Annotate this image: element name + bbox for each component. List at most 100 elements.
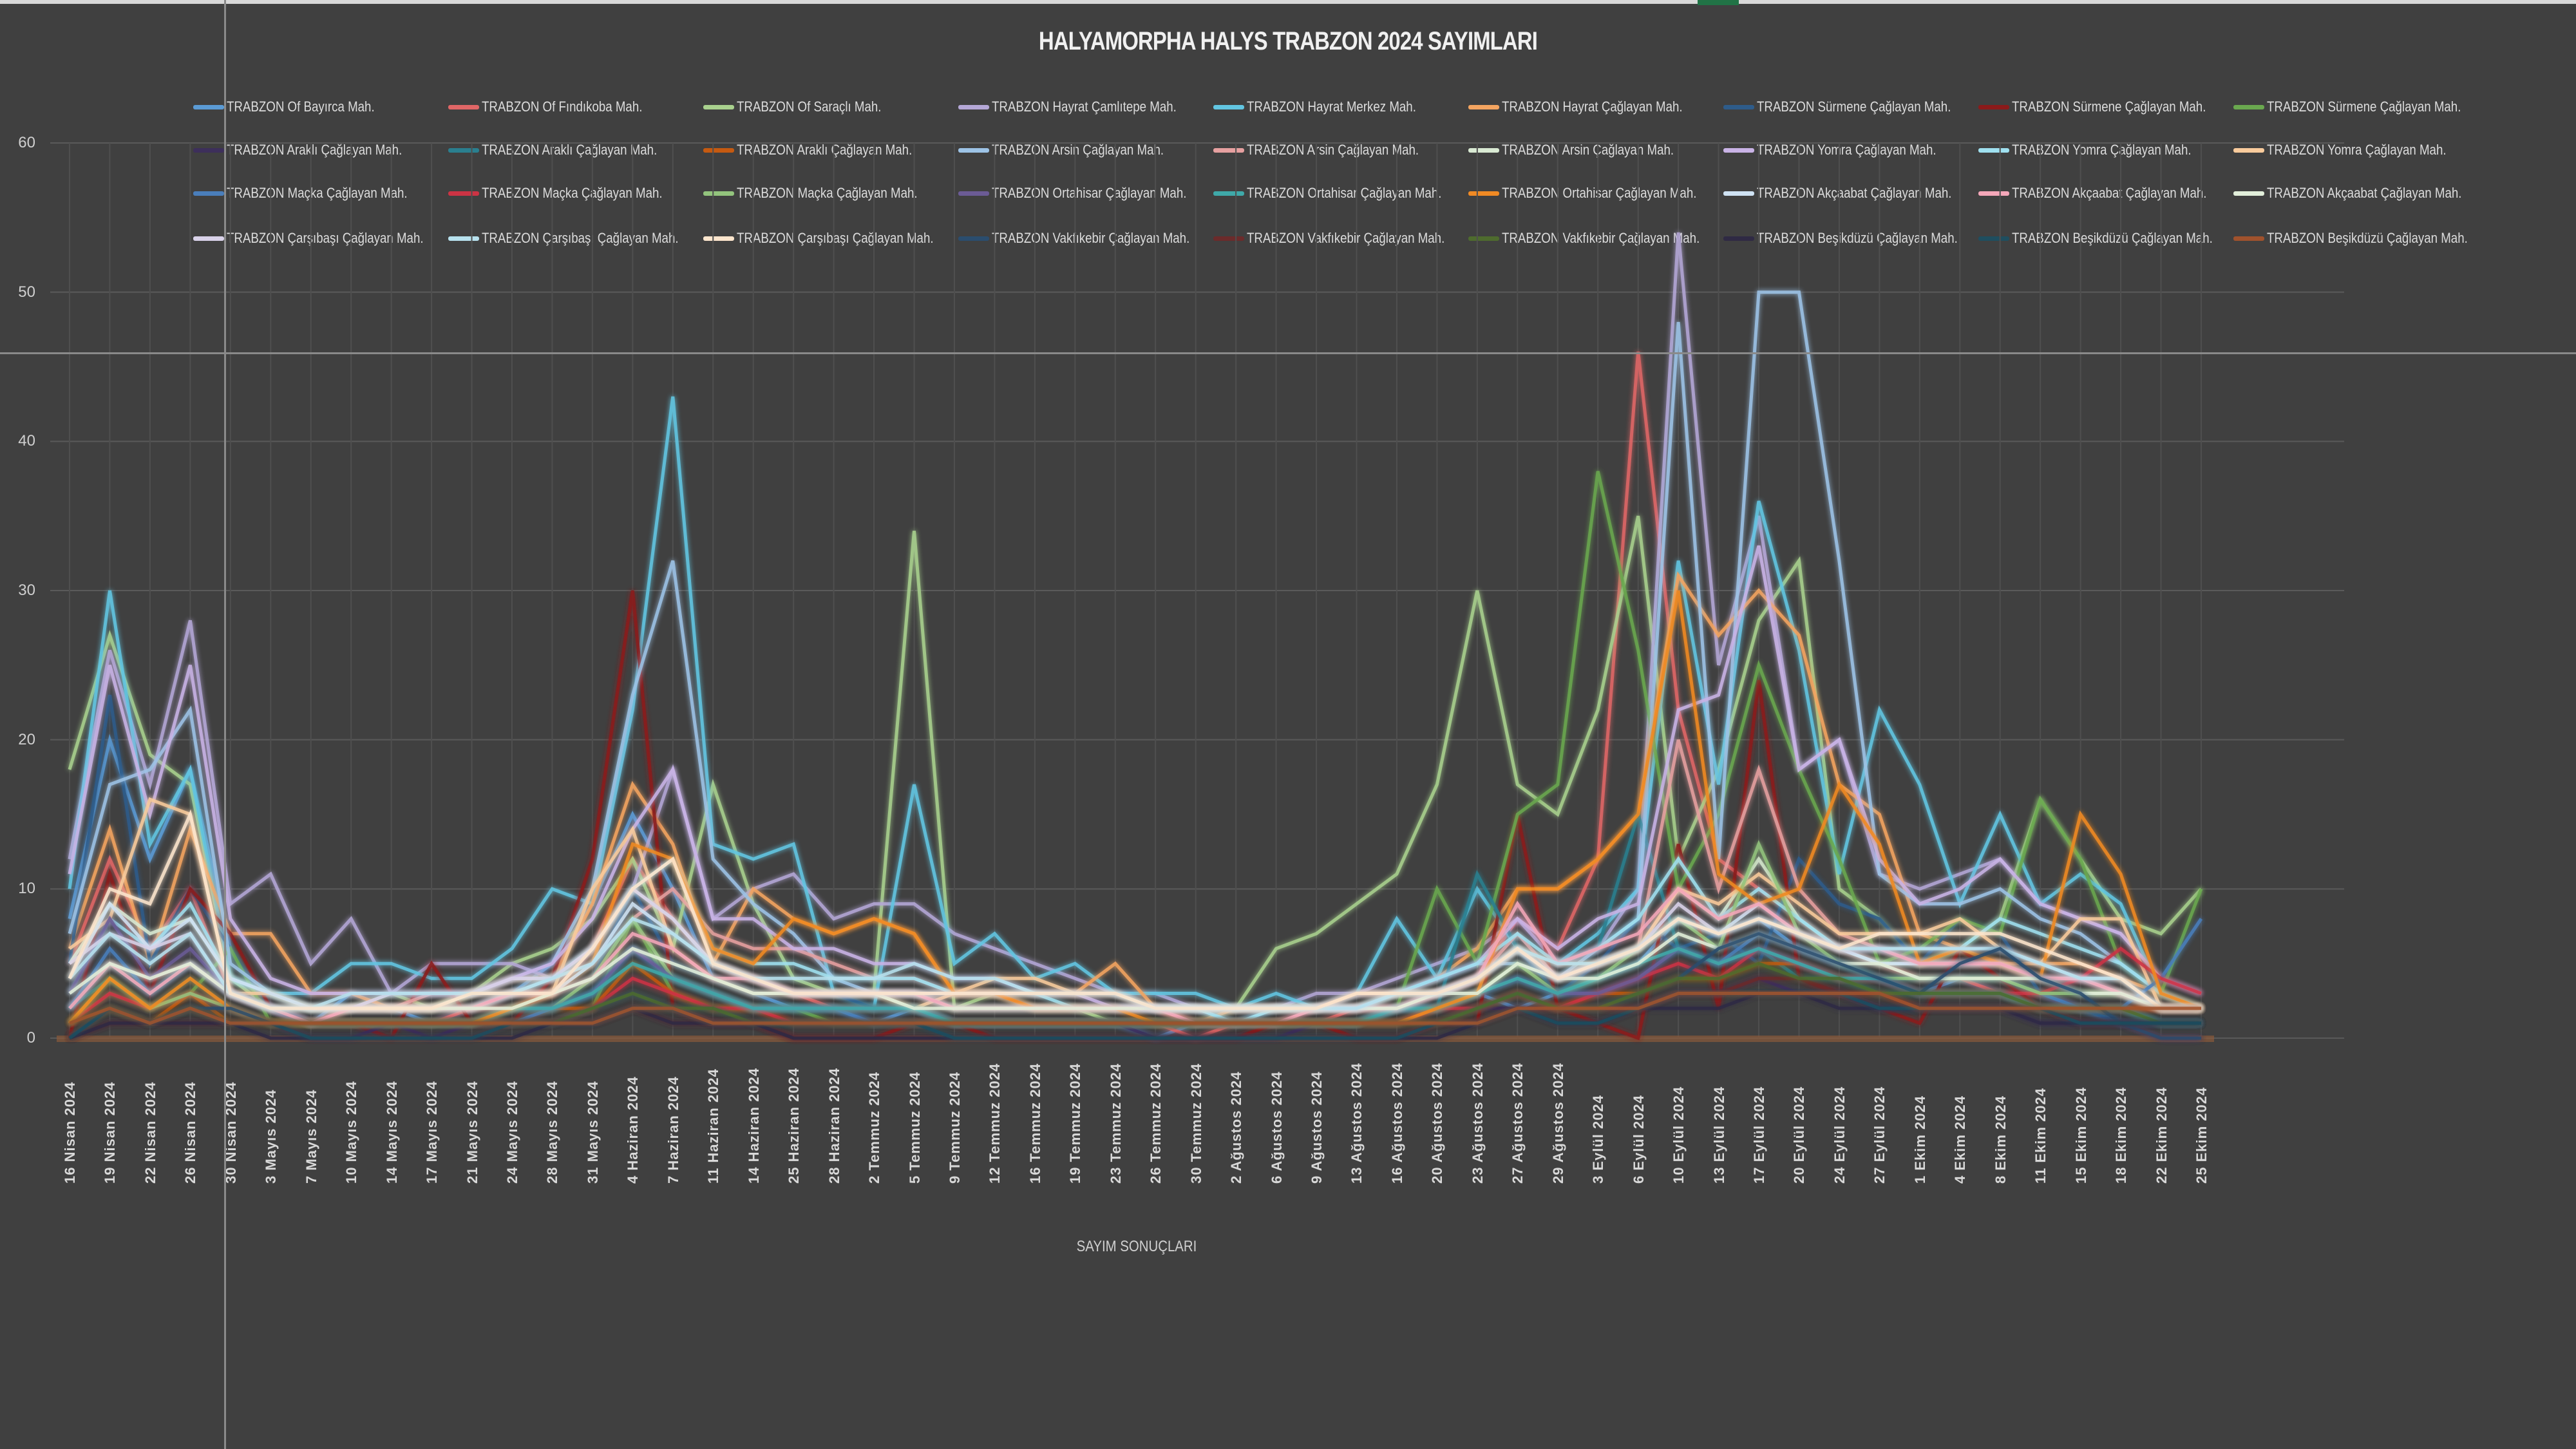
legend-label: TRABZON Araklı Çağlayan Mah. bbox=[227, 142, 402, 158]
legend-swatch bbox=[193, 147, 224, 153]
legend-swatch bbox=[448, 147, 479, 153]
legend-label: TRABZON Vakfıkebir Çağlayan Mah. bbox=[1502, 230, 1700, 246]
series-line[interactable] bbox=[68, 886, 2201, 1025]
legend-label: TRABZON Beşikdüzü Çağlayan Mah. bbox=[1757, 230, 1958, 246]
legend-swatch bbox=[1468, 236, 1499, 241]
legend-label: TRABZON Sürmene Çağlayan Mah. bbox=[2267, 99, 2461, 115]
legend-item[interactable]: TRABZON Ortahisar Çağlayan Mah. bbox=[1468, 184, 1731, 203]
series-line[interactable] bbox=[68, 396, 2202, 1011]
legend-item[interactable]: TRABZON Of Bayırca Mah. bbox=[193, 97, 401, 117]
legend-label: TRABZON Sürmene Çağlayan Mah. bbox=[2012, 99, 2206, 115]
legend-label: TRABZON Ortahisar Çağlayan Mah. bbox=[992, 185, 1187, 201]
legend-label: TRABZON Of Fındıkoba Mah. bbox=[482, 99, 643, 115]
pane-splitter-vertical[interactable] bbox=[224, 0, 226, 1449]
legend-item[interactable]: TRABZON Araklı Çağlayan Mah. bbox=[193, 140, 433, 160]
legend-label: TRABZON Akçaabat Çağlayan Mah. bbox=[2267, 185, 2462, 201]
series-lines bbox=[68, 232, 2203, 1041]
legend-item[interactable]: TRABZON Vakfıkebir Çağlayan Mah. bbox=[1213, 229, 1480, 248]
series-line[interactable] bbox=[68, 545, 2202, 1010]
legend-item[interactable]: TRABZON Yomra Çağlayan Mah. bbox=[2233, 140, 2478, 160]
legend-label: TRABZON Hayrat Çamlıtepe Mah. bbox=[992, 99, 1177, 115]
legend-swatch bbox=[1213, 147, 1244, 153]
legend-item[interactable]: TRABZON Arsin Çağlayan Mah. bbox=[1468, 140, 1704, 160]
legend-item[interactable]: TRABZON Vakfıkebir Çağlayan Mah. bbox=[1468, 229, 1735, 248]
legend-item[interactable]: TRABZON Hayrat Çağlayan Mah. bbox=[1468, 97, 1714, 117]
legend-label: TRABZON Maçka Çağlayan Mah. bbox=[227, 185, 408, 201]
legend-swatch bbox=[1468, 147, 1499, 153]
gridlines bbox=[50, 142, 2344, 1042]
y-tick-label: 60 bbox=[18, 134, 35, 151]
legend-item[interactable]: TRABZON Of Saraçlı Mah. bbox=[703, 97, 907, 117]
legend-swatch bbox=[448, 104, 479, 109]
legend-item[interactable]: TRABZON Araklı Çağlayan Mah. bbox=[703, 140, 943, 160]
legend-item[interactable]: TRABZON Ortahisar Çağlayan Mah. bbox=[958, 184, 1221, 203]
legend-label: TRABZON Arsin Çağlayan Mah. bbox=[992, 142, 1164, 158]
legend-label: TRABZON Of Saraçlı Mah. bbox=[737, 99, 882, 115]
legend-item[interactable]: TRABZON Of Fındıkoba Mah. bbox=[448, 97, 670, 117]
legend-label: TRABZON Hayrat Merkez Mah. bbox=[1247, 99, 1416, 115]
chart-title: HALYAMORPHA HALYS TRABZON 2024 SAYIMLARI bbox=[1038, 27, 1538, 55]
series-line[interactable] bbox=[68, 571, 2202, 1025]
legend-swatch bbox=[958, 191, 989, 196]
legend-swatch bbox=[1213, 104, 1244, 109]
series-line[interactable] bbox=[68, 809, 2201, 1010]
legend-swatch bbox=[1213, 191, 1244, 196]
legend-label: TRABZON Vakfıkebir Çağlayan Mah. bbox=[1247, 230, 1445, 246]
legend-item[interactable]: TRABZON Beşikdüzü Çağlayan Mah. bbox=[2233, 229, 2503, 248]
pane-splitter-horizontal[interactable] bbox=[0, 352, 2576, 354]
legend-item[interactable]: TRABZON Hayrat Çamlıtepe Mah. bbox=[958, 97, 1209, 117]
legend-swatch bbox=[1723, 191, 1754, 196]
series-line[interactable] bbox=[69, 992, 2201, 1025]
legend-item[interactable]: TRABZON Maçka Çağlayan Mah. bbox=[193, 184, 439, 203]
series-line[interactable] bbox=[68, 471, 2203, 1025]
legend-item[interactable]: TRABZON Beşikdüzü Çağlayan Mah. bbox=[1723, 229, 1993, 248]
legend-item[interactable]: TRABZON Beşikdüzü Çağlayan Mah. bbox=[1978, 229, 2248, 248]
legend-item[interactable]: TRABZON Vakfıkebir Çağlayan Mah. bbox=[958, 229, 1225, 248]
legend-item[interactable]: TRABZON Sürmene Çağlayan Mah. bbox=[1978, 97, 2240, 117]
series-line[interactable] bbox=[68, 290, 2202, 1025]
legend-item[interactable]: TRABZON Araklı Çağlayan Mah. bbox=[448, 140, 688, 160]
legend-swatch bbox=[448, 191, 479, 196]
series-line[interactable] bbox=[68, 590, 2201, 1041]
legend-item[interactable]: TRABZON Sürmene Çağlayan Mah. bbox=[2233, 97, 2496, 117]
legend-item[interactable]: TRABZON Hayrat Merkez Mah. bbox=[1213, 97, 1446, 117]
y-tick-label: 30 bbox=[18, 582, 35, 599]
series-line[interactable] bbox=[68, 992, 2201, 1040]
legend-item[interactable]: TRABZON Akçaabat Çağlayan Mah. bbox=[2233, 184, 2496, 203]
legend-item[interactable]: TRABZON Arsin Çağlayan Mah. bbox=[958, 140, 1194, 160]
legend-swatch bbox=[2233, 104, 2264, 109]
legend-swatch bbox=[193, 104, 224, 109]
legend-swatch bbox=[1978, 236, 2009, 241]
legend-item[interactable]: TRABZON Akçaabat Çağlayan Mah. bbox=[1978, 184, 2241, 203]
legend-item[interactable]: TRABZON Arsin Çağlayan Mah. bbox=[1213, 140, 1449, 160]
legend-item[interactable]: TRABZON Sürmene Çağlayan Mah. bbox=[1723, 97, 1985, 117]
legend-label: TRABZON Arsin Çağlayan Mah. bbox=[1247, 142, 1419, 158]
legend-swatch bbox=[1723, 147, 1754, 153]
legend-swatch bbox=[958, 104, 989, 109]
y-tick-label: 20 bbox=[18, 730, 35, 748]
legend-label: TRABZON Beşikdüzü Çağlayan Mah. bbox=[2012, 230, 2213, 246]
y-tick-label: 40 bbox=[18, 432, 35, 450]
legend-swatch bbox=[2233, 147, 2264, 153]
legend-label: TRABZON Çarşıbaşı Çağlayan Mah. bbox=[737, 230, 934, 246]
legend-label: TRABZON Araklı Çağlayan Mah. bbox=[482, 142, 658, 158]
legend-swatch bbox=[703, 104, 734, 109]
legend-item[interactable]: TRABZON Maçka Çağlayan Mah. bbox=[703, 184, 949, 203]
series-line[interactable] bbox=[68, 931, 2201, 1010]
legend-swatch bbox=[1723, 236, 1754, 241]
legend-swatch bbox=[703, 191, 734, 196]
series-line[interactable] bbox=[68, 856, 2202, 1025]
series-line[interactable] bbox=[68, 590, 2202, 1025]
series-line[interactable] bbox=[68, 232, 2202, 1010]
legend-label: TRABZON Akçaabat Çağlayan Mah. bbox=[2012, 185, 2207, 201]
legend-swatch bbox=[958, 236, 989, 241]
legend-item[interactable]: TRABZON Çarşıbaşı Çağlayan Mah. bbox=[448, 229, 713, 248]
x-axis-title: SAYIM SONUÇLARI bbox=[1076, 1238, 1197, 1255]
legend-item[interactable]: TRABZON Yomra Çağlayan Mah. bbox=[1723, 140, 1968, 160]
active-cell-indicator bbox=[1698, 0, 1739, 5]
legend-swatch bbox=[1213, 236, 1244, 241]
legend-item[interactable]: TRABZON Ortahisar Çağlayan Mah. bbox=[1213, 184, 1476, 203]
y-tick-label: 0 bbox=[26, 1029, 35, 1046]
legend-item[interactable]: TRABZON Çarşıbaşı Çağlayan Mah. bbox=[703, 229, 968, 248]
